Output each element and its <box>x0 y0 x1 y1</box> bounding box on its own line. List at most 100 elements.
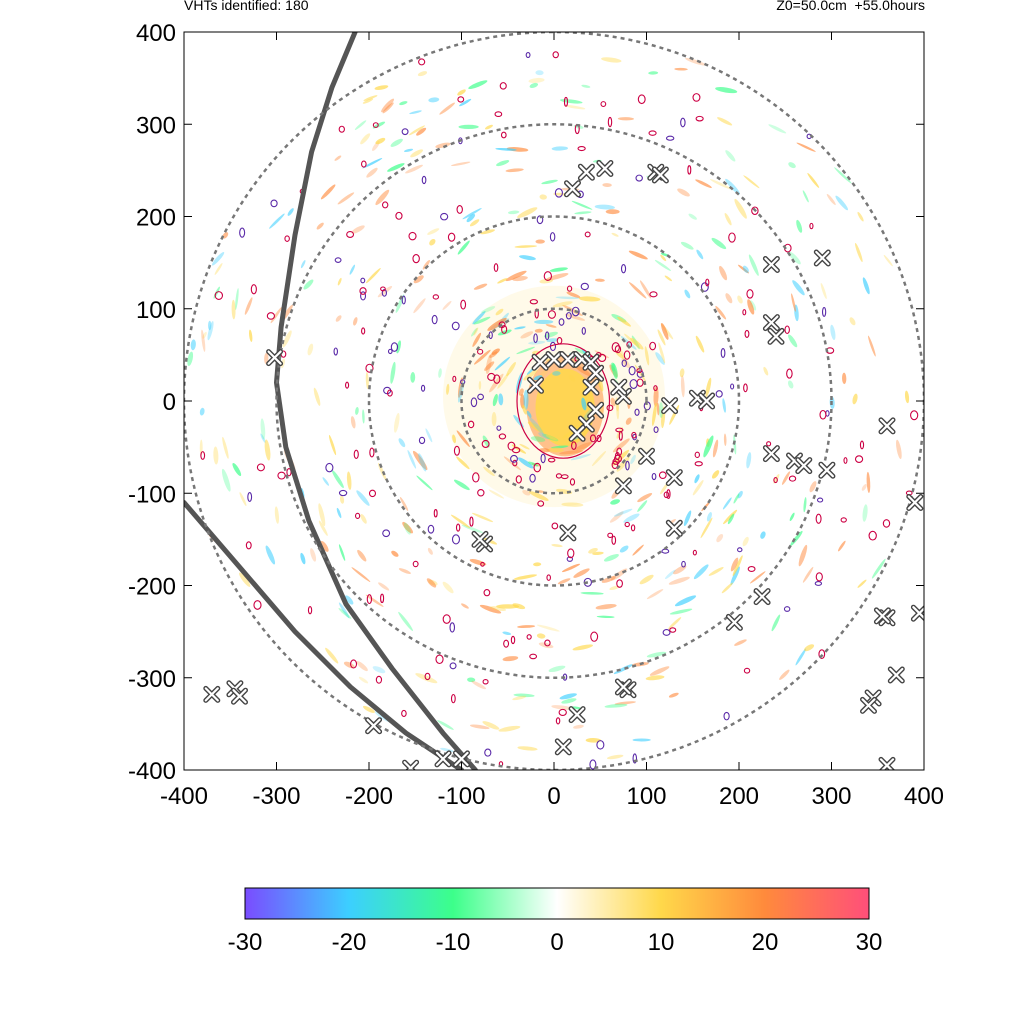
field-patch <box>472 310 486 325</box>
field-patch <box>318 520 328 536</box>
field-patch <box>505 168 524 173</box>
field-patch <box>559 99 583 104</box>
field-patch <box>354 120 367 130</box>
y-tick-label: 200 <box>136 205 176 232</box>
updraft-contour <box>840 517 847 523</box>
field-patch <box>588 548 598 554</box>
updraft-contour <box>453 445 460 456</box>
vht-marker <box>545 351 563 368</box>
colorbar-tick-label: 10 <box>648 929 675 956</box>
updraft-contour <box>567 548 575 559</box>
field-patch <box>771 614 781 632</box>
updraft-contour <box>607 532 614 538</box>
updraft-contour <box>620 264 627 274</box>
field-patch <box>601 576 616 583</box>
updraft-contour <box>338 125 345 133</box>
field-patch <box>724 213 732 226</box>
vertical-velocity-field <box>187 57 910 760</box>
updraft-contour <box>751 206 759 216</box>
field-patch <box>796 219 803 233</box>
updraft-contour <box>569 478 576 486</box>
y-tick-label: 300 <box>136 112 176 139</box>
vht-marker <box>762 314 780 332</box>
updraft-contour <box>882 519 891 528</box>
field-patch <box>346 471 352 490</box>
field-patch <box>732 555 743 577</box>
updraft-contour <box>720 348 726 358</box>
field-patch <box>382 102 394 114</box>
updraft-contour <box>543 271 553 282</box>
vht-marker <box>818 461 836 479</box>
field-patch <box>581 84 591 88</box>
field-patch <box>568 374 576 382</box>
field-patch <box>512 603 526 610</box>
field-patch <box>520 394 525 409</box>
field-patch <box>208 320 212 331</box>
updraft-contour <box>250 284 257 295</box>
y-tick-label: -100 <box>128 481 176 508</box>
field-patch <box>422 259 431 270</box>
field-patch <box>344 595 354 605</box>
field-patch <box>646 589 664 600</box>
field-patch <box>768 124 787 134</box>
field-patch <box>533 375 543 381</box>
updraft-contour <box>715 390 723 398</box>
field-patch <box>469 724 490 730</box>
updraft-contour <box>653 426 659 434</box>
field-patch <box>249 329 253 342</box>
field-patch <box>760 531 766 539</box>
field-patch <box>857 579 867 588</box>
updraft-contour <box>614 451 620 461</box>
updraft-contour <box>616 447 623 456</box>
field-patch <box>559 450 584 455</box>
field-patch <box>520 331 534 339</box>
field-patch <box>507 210 520 215</box>
vht-marker <box>559 351 577 368</box>
field-patch <box>221 468 231 492</box>
field-patch <box>473 316 491 325</box>
x-tick-label: 300 <box>811 783 851 810</box>
field-patch <box>680 241 694 250</box>
field-patch <box>360 513 367 524</box>
field-patch <box>820 282 827 300</box>
field-patch <box>375 137 386 145</box>
field-patch <box>489 606 507 612</box>
updraft-contour <box>412 254 420 264</box>
range-ring <box>460 307 648 495</box>
field-patch <box>548 447 564 453</box>
field-patch <box>668 692 679 698</box>
field-patch <box>546 273 569 281</box>
field-patch <box>438 368 442 378</box>
vht-marker <box>813 249 831 267</box>
field-patch <box>609 585 620 591</box>
updraft-contour <box>395 211 403 220</box>
updraft-contour <box>843 457 848 464</box>
field-patch <box>496 160 510 167</box>
updraft-contour <box>687 165 692 175</box>
range-rings <box>184 32 924 770</box>
updraft-contour <box>424 672 431 681</box>
field-patch <box>790 530 803 546</box>
field-patch <box>660 482 669 495</box>
field-patch <box>737 490 743 499</box>
field-patch <box>232 462 242 477</box>
field-patch <box>362 158 383 169</box>
updraft-contour <box>730 383 735 390</box>
updraft-contour <box>401 128 409 136</box>
vht-marker <box>878 417 896 435</box>
updraft-contour <box>477 348 484 355</box>
field-patch <box>502 656 519 662</box>
updraft-contour <box>821 306 827 317</box>
updraft-contour <box>451 321 460 331</box>
field-patch <box>471 680 487 690</box>
range-ring <box>275 123 833 679</box>
updraft-contour <box>700 282 709 292</box>
field-patch <box>730 566 740 586</box>
field-patch <box>673 565 687 575</box>
field-patch <box>573 724 584 729</box>
updraft-contour <box>815 513 822 524</box>
field-patch <box>619 545 629 553</box>
updraft-contour <box>695 115 704 122</box>
field-patch <box>450 514 471 529</box>
field-patch <box>668 617 682 630</box>
